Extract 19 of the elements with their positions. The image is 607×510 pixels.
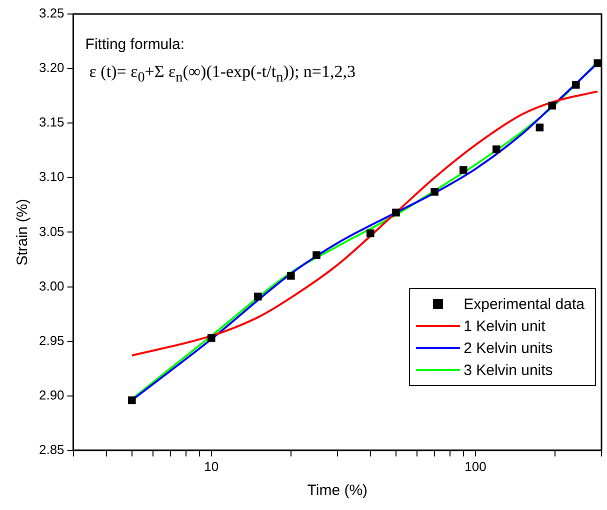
legend-label: 2 Kelvin units: [464, 340, 553, 357]
legend-label: 3 Kelvin units: [464, 362, 553, 379]
y-axis-title: Strain (%): [14, 198, 32, 266]
y-tick-label: 2.90: [38, 387, 64, 402]
x-axis-title: Time (%): [307, 482, 368, 500]
y-tick-label: 3.00: [38, 278, 64, 294]
y-tick-label: 3.20: [38, 60, 64, 76]
y-tick-label: 3.10: [38, 169, 64, 184]
legend-label: Experimental data: [464, 296, 584, 313]
y-tick-label: 2.85: [38, 442, 64, 457]
y-tick-label: 2.95: [38, 332, 64, 348]
annotation: ε (t)= ε$_{0}$+Σ ε$_{n}$(∞)(1-exp(-t/t$_{n}$)); n=1,2,3: [89, 62, 356, 86]
y-tick-label: 3.05: [38, 224, 64, 239]
y-tick-label: 3.15: [38, 114, 64, 130]
y-tick-label: 3.25: [38, 6, 64, 21]
x-tick-label: 100: [464, 458, 486, 474]
annotation: Fitting formula:: [85, 36, 184, 53]
x-tick-label: 10: [204, 458, 219, 474]
legend-label: 1 Kelvin unit: [464, 318, 546, 335]
